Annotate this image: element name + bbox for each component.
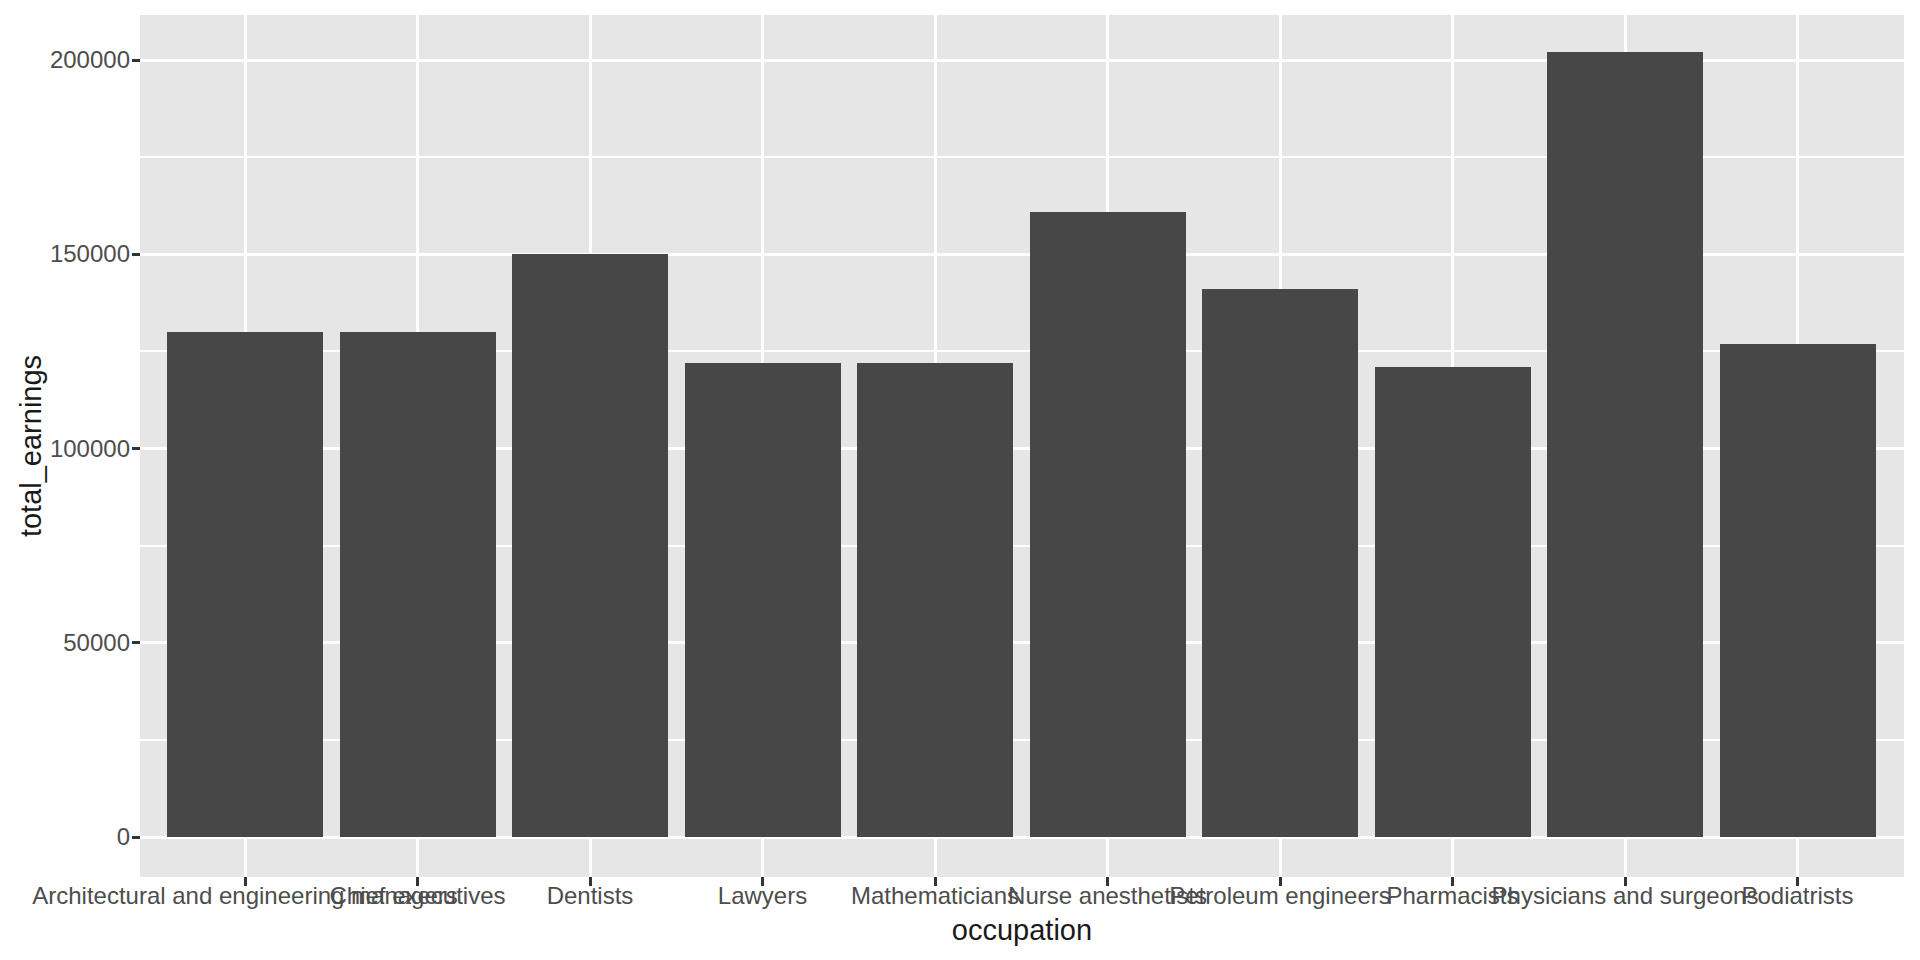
bar-chief-executives xyxy=(340,332,496,837)
bar-architectural-and-engineering-managers xyxy=(167,332,323,837)
x-axis-title: occupation xyxy=(952,914,1092,947)
bar-podiatrists xyxy=(1720,344,1876,837)
x-tick-label: Chief executives xyxy=(329,882,505,910)
y-tick-mark xyxy=(132,447,140,450)
y-tick-label: 150000 xyxy=(20,239,130,269)
y-tick-label: 200000 xyxy=(20,45,130,75)
x-tick-label: Podiatrists xyxy=(1741,882,1853,910)
plot-panel xyxy=(140,15,1904,877)
bar-physicians-and-surgeons xyxy=(1547,52,1703,837)
bar-pharmacists xyxy=(1375,367,1531,837)
x-tick-label: Physicians and surgeons xyxy=(1492,882,1759,910)
bar-chart-figure: 050000100000150000200000Architectural an… xyxy=(0,0,1920,960)
bar-dentists xyxy=(512,254,668,837)
x-tick-label: Mathematicians xyxy=(851,882,1019,910)
x-tick-label: Lawyers xyxy=(718,882,807,910)
y-tick-mark xyxy=(132,836,140,839)
bar-nurse-anesthetists xyxy=(1030,212,1186,837)
x-tick-label: Petroleum engineers xyxy=(1169,882,1390,910)
bar-petroleum-engineers xyxy=(1202,289,1358,837)
bar-mathematicians xyxy=(857,363,1013,837)
bar-lawyers xyxy=(685,363,841,837)
x-tick-label: Dentists xyxy=(547,882,634,910)
y-tick-mark xyxy=(132,253,140,256)
y-axis-title: total_earnings xyxy=(15,355,48,537)
y-tick-label: 50000 xyxy=(20,628,130,658)
y-tick-mark xyxy=(132,641,140,644)
y-tick-mark xyxy=(132,59,140,62)
y-tick-label: 0 xyxy=(20,822,130,852)
